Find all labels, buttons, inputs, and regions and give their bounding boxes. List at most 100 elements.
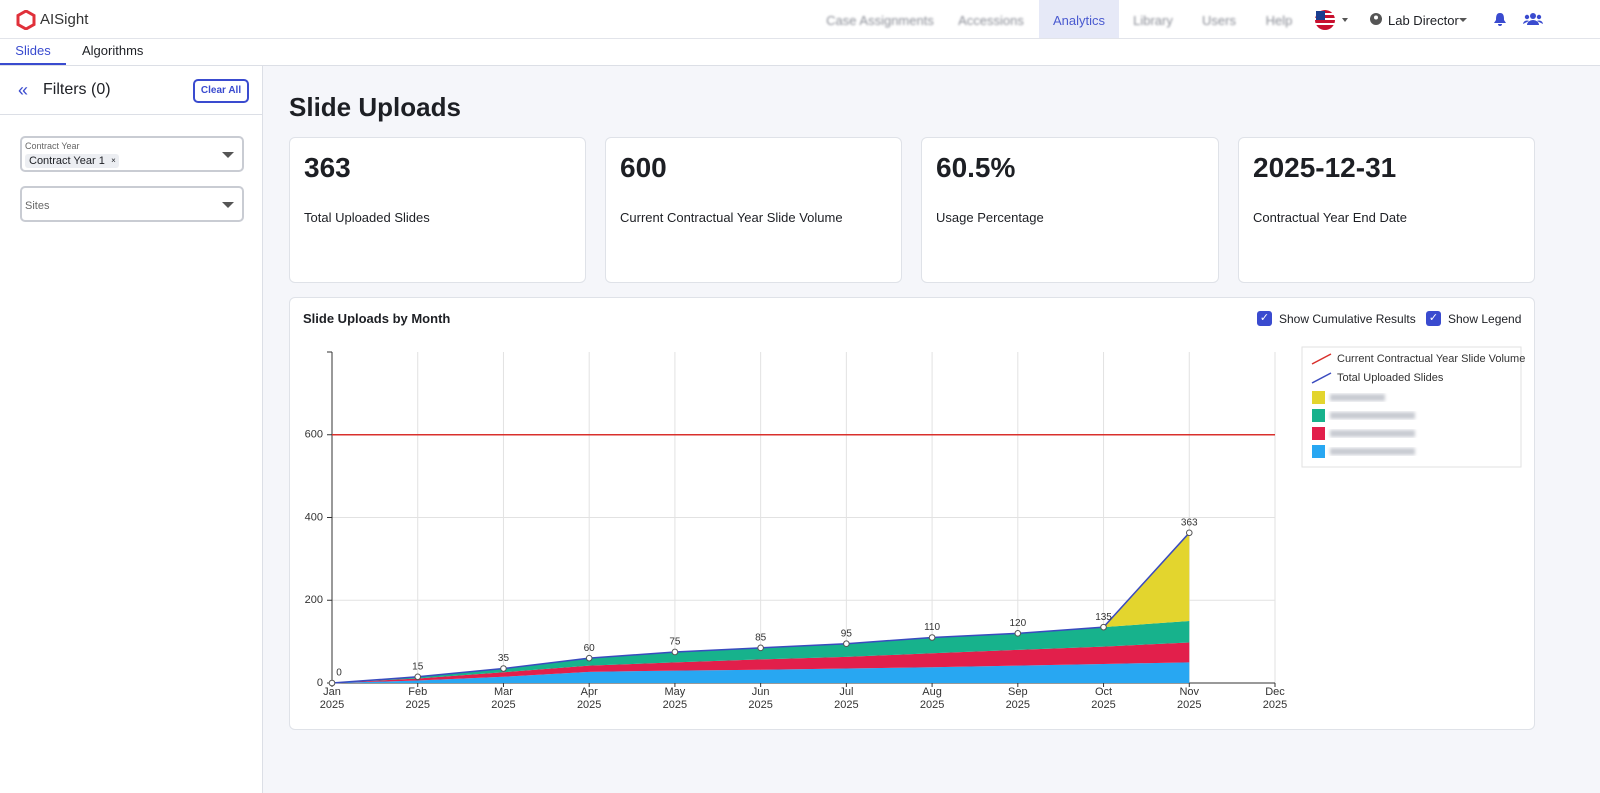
y-tick-label: 600: [305, 429, 323, 441]
checkbox-label[interactable]: Show Cumulative Results: [1279, 312, 1416, 326]
kpi-value: 363: [304, 152, 351, 183]
user-icon: [1370, 13, 1382, 25]
legend-label-blurred: [1330, 394, 1385, 401]
x-tick-label: Oct 2025: [1091, 686, 1115, 711]
nav-item[interactable]: Help: [1265, 13, 1293, 28]
area: [332, 642, 1190, 683]
data-label: 120: [1009, 618, 1026, 629]
chip-remove[interactable]: ×: [111, 156, 116, 165]
kpi-value: 60.5%: [936, 152, 1016, 183]
nav-item-active[interactable]: Analytics: [1039, 0, 1119, 38]
legend-label-blurred: [1330, 448, 1415, 455]
kpi-card: 2025-12-31 Contractual Year End Date: [1238, 137, 1535, 283]
x-tick-label: Dec 2025: [1263, 686, 1287, 711]
user-menu[interactable]: Lab Director: [1388, 13, 1459, 28]
select-label: Sites: [25, 200, 50, 212]
x-tick-label: Jun 2025: [748, 686, 772, 711]
area: [332, 662, 1190, 683]
legend: Current Contractual Year Slide Volume Tot…: [1301, 346, 1525, 468]
x-tick-label: Nov 2025: [1177, 686, 1201, 711]
tab-bar: Slides Algorithms: [0, 39, 1600, 66]
legend-swatch: [1312, 409, 1325, 422]
sites-select[interactable]: Sites: [20, 186, 244, 222]
data-label: 110: [924, 622, 940, 633]
nav-item[interactable]: Case Assignments: [826, 13, 934, 28]
data-label: 75: [669, 637, 681, 648]
legend-line: [1311, 372, 1332, 384]
filter-title: Filters (0): [43, 81, 111, 98]
checkbox[interactable]: ✓: [1257, 311, 1272, 326]
point: [843, 640, 850, 647]
tab-active[interactable]: Slides: [0, 39, 66, 65]
point: [414, 673, 422, 681]
point: [1014, 630, 1022, 637]
y-tick-label: 400: [305, 511, 323, 523]
filter-panel: « Filters (0) Clear All Contract Year Co…: [0, 66, 263, 793]
x-tick-label: Sep 2025: [1006, 686, 1030, 711]
point: [928, 634, 936, 641]
data-label: 363: [1181, 517, 1198, 528]
x-tick-label: Mar 2025: [491, 686, 515, 711]
chart-title: Slide Uploads by Month: [303, 311, 451, 326]
legend-box: [1301, 346, 1522, 468]
clear-all-button[interactable]: Clear All: [193, 79, 249, 103]
point: [1100, 623, 1107, 631]
legend-label: Current Contractual Year Slide Volume: [1337, 353, 1525, 365]
header: AISight Case Assignments Accessions Anal…: [0, 0, 1600, 39]
team-icon[interactable]: [1523, 12, 1543, 26]
x-tick-label: Feb 2025: [405, 686, 429, 711]
point: [500, 665, 507, 672]
nav-item[interactable]: Users: [1202, 13, 1236, 28]
kpi-value: 600: [620, 152, 667, 183]
kpi-card: 60.5% Usage Percentage: [921, 137, 1219, 283]
brand: AISight: [40, 11, 89, 28]
data-label: 0: [336, 668, 342, 679]
caret: [222, 202, 234, 208]
legend-swatch: [1312, 391, 1325, 404]
kpi-label: Usage Percentage: [936, 210, 1044, 225]
tab[interactable]: Algorithms: [82, 43, 144, 58]
data-label: 35: [498, 653, 510, 664]
collapse-icon[interactable]: «: [18, 80, 29, 100]
chart: Jan 2025 Feb 2025 Mar 2025 Apr 2025 May 2025 Jun 20…: [305, 346, 1525, 711]
bell-icon[interactable]: [1493, 12, 1507, 26]
kpi-card: 363 Total Uploaded Slides: [289, 137, 586, 283]
x-tick-label: Apr 2025: [577, 686, 601, 711]
point: [585, 654, 593, 662]
point: [328, 679, 336, 687]
x-tick-label: Jan 2025: [320, 686, 344, 711]
data-label: 95: [841, 628, 853, 639]
kpi-label: Contractual Year End Date: [1253, 210, 1407, 225]
legend-label-blurred: [1330, 430, 1415, 437]
page-title: Slide Uploads: [289, 92, 461, 122]
data-label: 15: [412, 661, 424, 672]
data-label: 135: [1095, 612, 1112, 623]
checkbox-label[interactable]: Show Legend: [1448, 312, 1522, 326]
point: [1185, 529, 1193, 537]
checkbox[interactable]: ✓: [1426, 311, 1441, 326]
legend-label: Total Uploaded Slides: [1337, 372, 1444, 384]
y-tick-label: 0: [317, 677, 323, 689]
legend-swatch: [1312, 427, 1325, 440]
x-tick-label: Aug 2025: [920, 686, 944, 711]
language-flag[interactable]: [1314, 9, 1354, 31]
data-label: 60: [584, 643, 596, 654]
kpi-label: Total Uploaded Slides: [304, 210, 430, 225]
select-label: Contract Year: [25, 141, 80, 151]
legend-line: [1311, 353, 1332, 365]
nav-item[interactable]: Accessions: [958, 13, 1024, 28]
x-tick-label: May 2025: [663, 686, 687, 711]
point: [757, 644, 764, 652]
contract-year-select[interactable]: Contract Year Contract Year 1 ×: [20, 136, 244, 172]
chart-card: Slide Uploads by Month ✓ Show Cumulative…: [289, 297, 1535, 730]
x-tick-label: Jul 2025: [834, 686, 858, 711]
point: [671, 648, 679, 656]
divider: [0, 114, 262, 115]
area: [332, 620, 1190, 683]
nav-item[interactable]: Library: [1133, 13, 1173, 28]
caret: [222, 152, 234, 158]
legend-label-blurred: [1330, 412, 1415, 419]
caret: [1459, 18, 1467, 22]
legend-swatch: [1312, 445, 1325, 458]
